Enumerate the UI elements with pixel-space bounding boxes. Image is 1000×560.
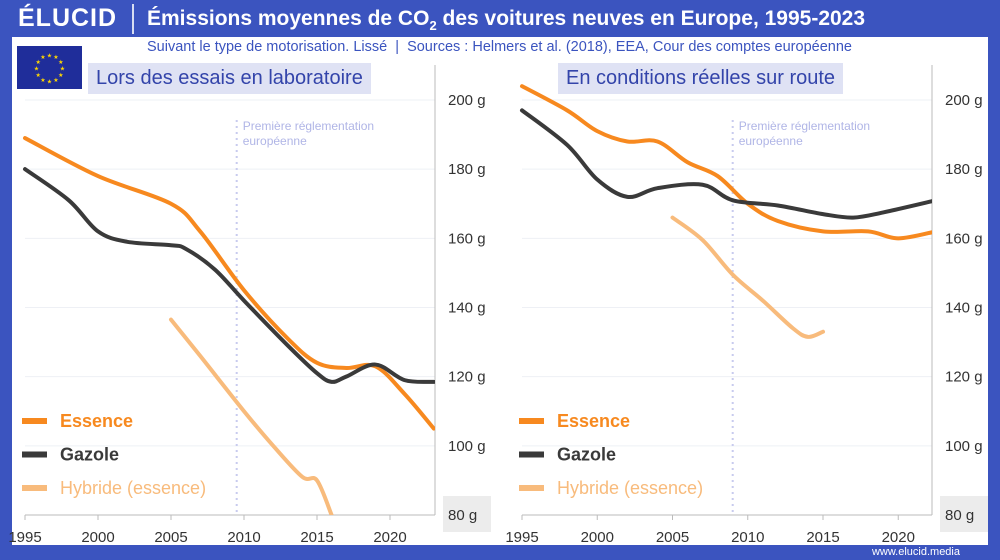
y-tick-label: 180 g [448,161,486,178]
legend-label: Essence [60,411,133,431]
x-tick-label: 2000 [81,529,114,546]
regulation-annotation: européenne [243,134,307,148]
y-tick-label: 120 g [448,369,486,386]
star-icon: ★ [53,77,58,84]
series-line-essence [520,84,932,241]
axis-label-box [443,496,491,532]
regulation-annotation: Première réglementation [243,119,374,133]
series-line-gazole [23,167,435,384]
regulation-annotation: européenne [739,134,803,148]
star-icon: ★ [60,66,65,73]
y-tick-label: 200 g [945,92,983,109]
y-tick-label: 200 g [448,92,486,109]
x-tick-label: 2010 [731,529,764,546]
star-icon: ★ [47,79,52,86]
y-tick-label: 140 g [448,300,486,317]
x-tick-label: 2000 [581,529,614,546]
eu-flag-icon: ★ ★ ★ ★ ★ ★ ★ ★ ★ ★ ★ ★ [17,46,82,89]
legend-label: Essence [557,411,630,431]
x-tick-label: 2005 [154,529,187,546]
x-tick-label: 2020 [882,529,915,546]
page-title: Émissions moyennes de CO2 des voitures n… [147,7,866,34]
subtitle: Suivant le type de motorisation. Lissé |… [147,39,852,55]
series-line-hybride [670,215,825,339]
footer-url: www.elucid.media [871,546,960,558]
y-tick-label: 80 g [448,507,477,524]
divider [132,4,134,34]
x-tick-label: 2020 [373,529,406,546]
series-line-gazole [520,108,932,220]
star-icon: ★ [40,54,45,61]
legend-label: Hybride (essence) [60,478,206,498]
x-tick-label: 2015 [300,529,333,546]
series-line-essence [23,136,435,431]
chart-panel [12,37,988,545]
y-tick-label: 160 g [448,230,486,247]
logo: ÉLUCID [18,4,118,32]
y-tick-label: 100 g [945,438,983,455]
legend-label: Gazole [557,445,616,465]
x-tick-label: 2005 [656,529,689,546]
y-tick-label: 80 g [945,507,974,524]
y-tick-label: 120 g [945,369,983,386]
right-chart-title: En conditions réelles sur route [558,63,844,94]
left-chart-title: Lors des essais en laboratoire [88,63,371,94]
star-icon: ★ [58,59,63,66]
axis-label-box [940,496,988,532]
y-tick-label: 180 g [945,161,983,178]
star-icon: ★ [40,77,45,84]
series-line-hybride [169,317,334,515]
legend-label: Hybride (essence) [557,478,703,498]
x-tick-label: 1995 [8,529,41,546]
regulation-annotation: Première réglementation [739,119,870,133]
x-tick-label: 1995 [505,529,538,546]
star-icon: ★ [53,54,58,61]
y-tick-label: 160 g [945,230,983,247]
y-tick-label: 140 g [945,300,983,317]
header: ÉLUCID Émissions moyennes de CO2 des voi… [0,0,1000,36]
star-icon: ★ [34,66,39,73]
lab-chart: 200 g 180 g 160 g 140 g 120 g 100 g 80 g 1995 20… [8,65,491,546]
x-tick-label: 2010 [227,529,260,546]
x-tick-label: 2015 [806,529,839,546]
star-icon: ★ [58,72,63,79]
star-icon: ★ [36,59,41,66]
road-chart: 200 g 180 g 160 g 140 g 120 g 100 g 80 g 1995 20… [505,65,988,546]
star-icon: ★ [36,72,41,79]
legend-label: Gazole [60,445,119,465]
y-tick-label: 100 g [448,438,486,455]
star-icon: ★ [47,53,52,60]
